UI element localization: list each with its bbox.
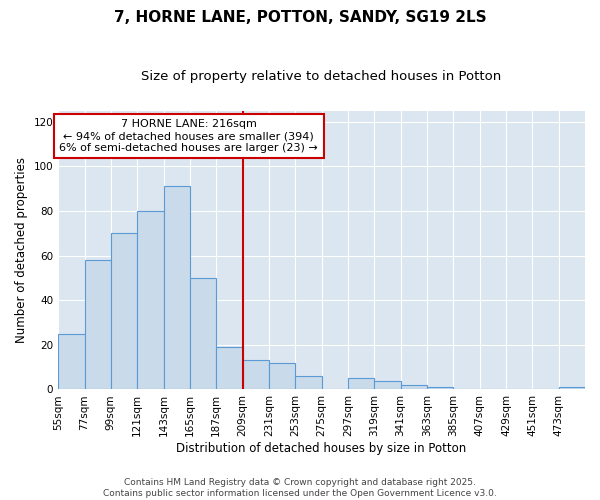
Bar <box>269 362 295 390</box>
Bar <box>111 234 137 390</box>
Bar <box>216 347 242 390</box>
Bar <box>164 186 190 390</box>
Bar <box>137 211 164 390</box>
Bar <box>559 387 585 390</box>
Bar <box>85 260 111 390</box>
Bar <box>348 378 374 390</box>
Bar <box>58 334 85 390</box>
Bar <box>295 376 322 390</box>
X-axis label: Distribution of detached houses by size in Potton: Distribution of detached houses by size … <box>176 442 467 455</box>
Bar <box>374 380 401 390</box>
Bar <box>190 278 216 390</box>
Title: Size of property relative to detached houses in Potton: Size of property relative to detached ho… <box>142 70 502 83</box>
Bar <box>401 385 427 390</box>
Y-axis label: Number of detached properties: Number of detached properties <box>15 157 28 343</box>
Text: 7 HORNE LANE: 216sqm
← 94% of detached houses are smaller (394)
6% of semi-detac: 7 HORNE LANE: 216sqm ← 94% of detached h… <box>59 120 318 152</box>
Bar <box>242 360 269 390</box>
Bar <box>427 387 453 390</box>
Text: 7, HORNE LANE, POTTON, SANDY, SG19 2LS: 7, HORNE LANE, POTTON, SANDY, SG19 2LS <box>113 10 487 25</box>
Text: Contains HM Land Registry data © Crown copyright and database right 2025.
Contai: Contains HM Land Registry data © Crown c… <box>103 478 497 498</box>
